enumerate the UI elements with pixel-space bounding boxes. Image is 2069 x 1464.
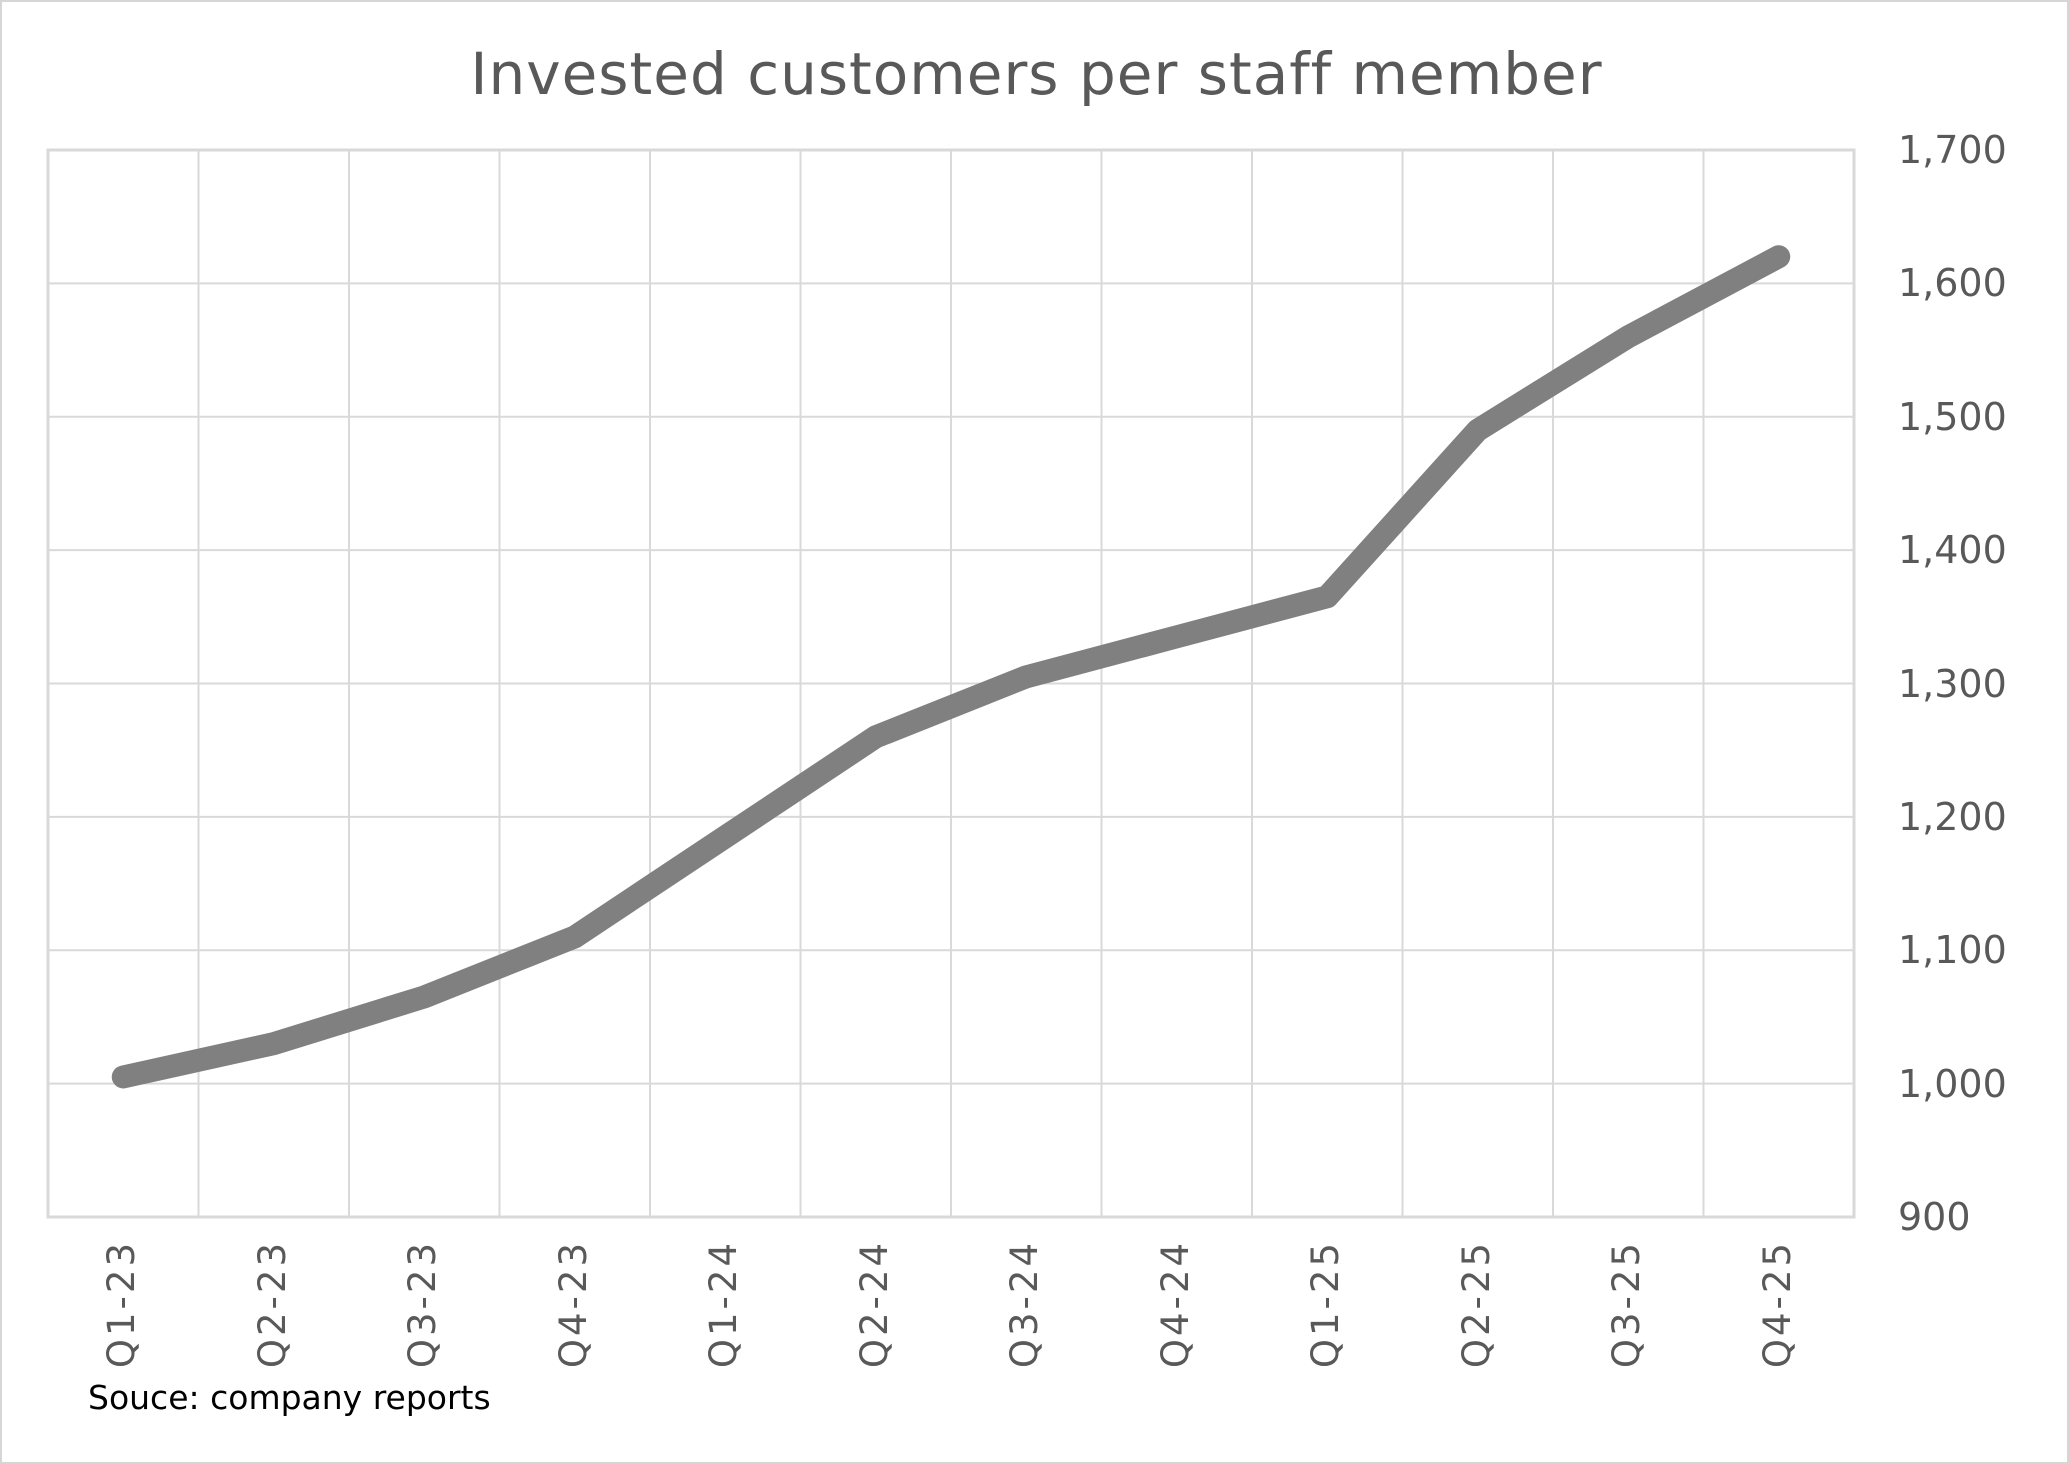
y-axis-tick-label: 1,700 — [1898, 128, 2007, 172]
y-axis-tick-label: 1,000 — [1898, 1061, 2007, 1106]
plot-border — [46, 148, 1856, 1219]
y-axis-tick-label: 1,100 — [1898, 928, 2007, 973]
data-line-series — [111, 245, 1791, 1089]
x-axis-tick-label: Q4-24 — [1153, 1240, 1197, 1369]
chart-title: Invested customers per staff member — [470, 40, 1603, 108]
source-note: Souce: company reports — [88, 1378, 491, 1417]
y-axis-tick-label: 1,600 — [1898, 261, 2007, 306]
x-axis-tick-label: Q1-23 — [100, 1240, 144, 1369]
x-axis-tick-label: Q2-25 — [1454, 1240, 1498, 1369]
y-axis-tick-label: 1,500 — [1898, 394, 2007, 439]
x-axis-tick-label: Q2-24 — [852, 1240, 896, 1369]
y-axis-tick-label: 1,200 — [1898, 794, 2007, 839]
x-axis-tick-label: Q3-24 — [1003, 1240, 1047, 1369]
x-axis-tick-label: Q4-25 — [1755, 1240, 1799, 1369]
x-axis-tick-label: Q3-25 — [1605, 1240, 1649, 1369]
x-axis-tick-label: Q1-25 — [1304, 1240, 1348, 1369]
x-axis-tick-label: Q2-23 — [250, 1240, 294, 1369]
y-axis-tick-label: 1,400 — [1898, 528, 2007, 573]
y-axis-tick-label: 900 — [1898, 1195, 1971, 1239]
x-axis-tick-label: Q4-23 — [551, 1240, 595, 1369]
y-axis-tick-label: 1,300 — [1898, 661, 2007, 706]
x-axis-tick-label: Q1-24 — [702, 1240, 746, 1369]
x-axis-tick-label: Q3-23 — [401, 1240, 445, 1369]
